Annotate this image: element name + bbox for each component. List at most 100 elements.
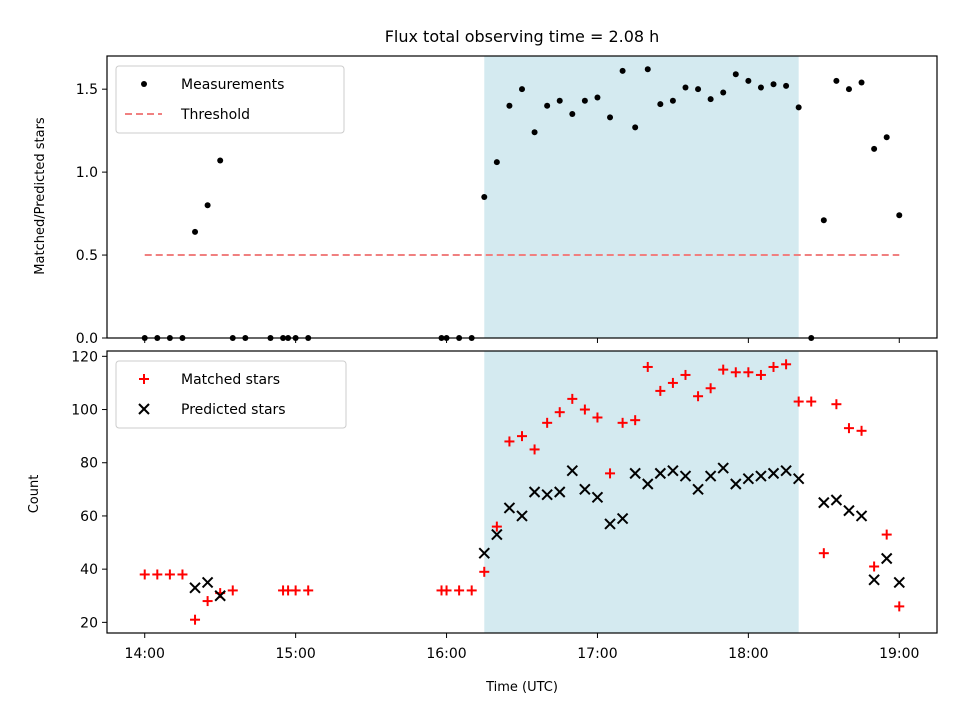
data-point [617,417,628,428]
data-point [290,585,301,596]
data-point [454,585,465,596]
data-point [692,483,704,496]
data-point [303,585,314,596]
x-tick-label: 16:00 [426,646,466,662]
data-point [831,399,842,410]
legend-box [115,360,347,429]
data-point [806,396,817,407]
data-point [705,383,716,394]
data-point [604,518,616,530]
data-point [770,81,777,88]
top-panel: 0.0 0.5 1.0 1.5 Measurements Threshold [76,55,938,347]
data-point [481,194,488,200]
data-point [541,488,553,501]
y-tick-label: 40 [80,562,98,578]
data-point [164,569,175,580]
data-point [503,502,516,514]
data-point [139,569,150,580]
data-point [743,367,754,378]
data-point [654,467,667,480]
legend-marker [138,403,150,415]
x-tick-label: 14:00 [125,646,165,662]
data-point [742,472,755,485]
data-point [478,547,490,559]
data-point [479,566,490,577]
data-point [893,576,905,589]
legend: Measurements Threshold [115,65,345,134]
data-point [517,431,527,442]
data-point [192,228,199,235]
data-point [579,483,591,496]
data-point [880,552,893,565]
y-tick-label: 120 [71,349,98,365]
data-point [594,94,601,101]
x-tick-label: 18:00 [728,646,768,662]
legend-label: Predicted stars [181,402,286,418]
data-point [605,468,616,479]
data-point [504,436,515,447]
data-point [894,601,905,612]
data-point [783,82,790,89]
data-point [717,462,729,474]
data-point [843,504,855,517]
data-point [881,529,892,540]
data-point [202,596,213,607]
data-point [217,157,224,164]
y-tick-label: 1.0 [76,165,98,181]
legend: Matched stars Predicted stars [115,360,347,429]
legend-label: Measurements [181,77,284,93]
data-point [581,97,588,104]
data-point [567,393,578,404]
data-point [858,79,865,86]
observing-window-band [484,351,799,633]
y-tick-label: 80 [80,456,98,472]
data-point [554,486,566,498]
x-tick-label: 19:00 [879,646,919,662]
data-point [833,77,840,84]
data-point [695,86,702,93]
data-point [632,124,639,131]
legend-label: Matched stars [181,372,280,388]
data-point [466,585,477,596]
legend-box [115,65,345,134]
data-point [493,159,500,166]
bottom-panel: 20 40 60 80 100 120 14:00 15:00 16:00 17:00 18:00 1… [71,349,938,662]
data-point [818,548,829,559]
x-tick-label: 17:00 [577,646,617,662]
top-y-axis-label: Matched/Predicted stars [33,117,48,275]
data-point [781,359,792,370]
data-point [820,217,827,224]
data-point [616,512,629,525]
data-point [655,385,666,396]
data-point [189,582,201,594]
data-point [657,101,664,108]
data-point [491,528,503,541]
data-point [793,396,804,407]
data-point [531,129,538,136]
data-point [869,561,880,572]
data-point [755,369,766,380]
data-point [818,496,830,509]
data-point [868,574,880,586]
data-point [227,585,238,596]
data-point [591,491,604,504]
data-point [642,478,654,490]
data-point [830,494,843,506]
data-point [152,569,163,580]
data-point [792,472,805,485]
data-point [177,569,188,580]
data-point [669,97,676,104]
data-point [755,470,767,482]
chart-title: Flux total observing time = 2.08 h [385,27,660,46]
data-point [682,84,689,91]
data-point [506,102,513,109]
x-tick-label: 15:00 [275,646,315,662]
legend-marker [139,374,149,384]
observing-window-band [484,56,799,338]
series-predicted-stars [189,462,905,602]
data-point [680,369,691,380]
data-point [679,470,692,482]
y-tick-label: 1.5 [76,82,98,98]
data-point [542,417,553,428]
data-point [491,521,502,532]
